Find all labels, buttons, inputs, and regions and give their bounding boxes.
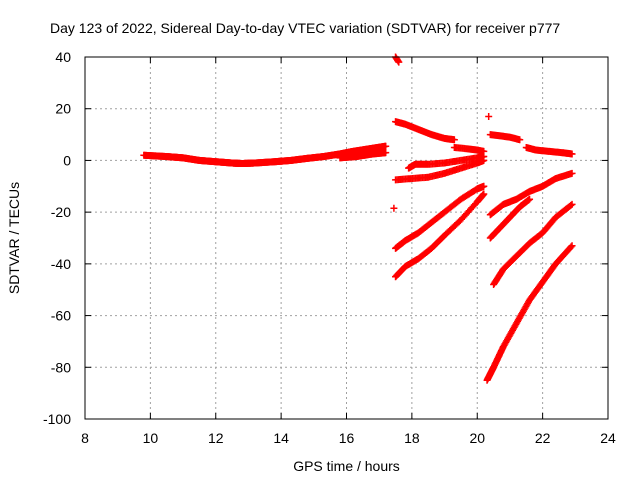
x-tick-label: 10 — [143, 430, 159, 446]
data-point — [568, 242, 576, 250]
x-tick-label: 12 — [208, 430, 224, 446]
grid — [85, 57, 608, 419]
y-tick-label: 40 — [55, 49, 71, 65]
data-point — [567, 243, 575, 251]
data-point — [450, 136, 458, 144]
y-tick-label: -80 — [51, 359, 71, 375]
data-point — [485, 112, 493, 120]
data-point — [390, 204, 398, 212]
chart-title: Day 123 of 2022, Sidereal Day-to-day VTE… — [50, 20, 560, 36]
data-point — [568, 150, 576, 158]
data-point — [568, 200, 576, 208]
data-point — [516, 136, 524, 144]
data-point — [382, 149, 390, 157]
x-tick-label: 18 — [404, 430, 420, 446]
y-tick-label: -100 — [43, 411, 71, 427]
x-tick-label: 24 — [600, 430, 616, 446]
y-axis-label: SDTVAR / TECUs — [6, 182, 22, 294]
x-tick-label: 16 — [339, 430, 355, 446]
data-point — [568, 169, 576, 177]
y-tick-label: -60 — [51, 308, 71, 324]
data-point — [382, 142, 390, 150]
y-tick-label: 0 — [63, 152, 71, 168]
x-tick-label: 20 — [469, 430, 485, 446]
y-tick-label: -40 — [51, 256, 71, 272]
data-point — [567, 201, 575, 209]
data-point — [480, 156, 488, 164]
y-tick-label: -20 — [51, 204, 71, 220]
x-tick-label: 8 — [81, 430, 89, 446]
data-point — [480, 190, 488, 198]
data-point — [480, 182, 488, 190]
data-point — [526, 195, 534, 203]
x-axis-label: GPS time / hours — [293, 458, 400, 474]
axis-ticks: 8 10 12 14 16 18 20 22 24 -100 -80 -60 -40 -20 0 20 40 — [43, 49, 616, 446]
x-tick-label: 22 — [535, 430, 551, 446]
data-point — [395, 58, 403, 66]
x-tick-label: 14 — [273, 430, 289, 446]
data-points — [140, 53, 576, 384]
y-tick-label: 20 — [55, 101, 71, 117]
